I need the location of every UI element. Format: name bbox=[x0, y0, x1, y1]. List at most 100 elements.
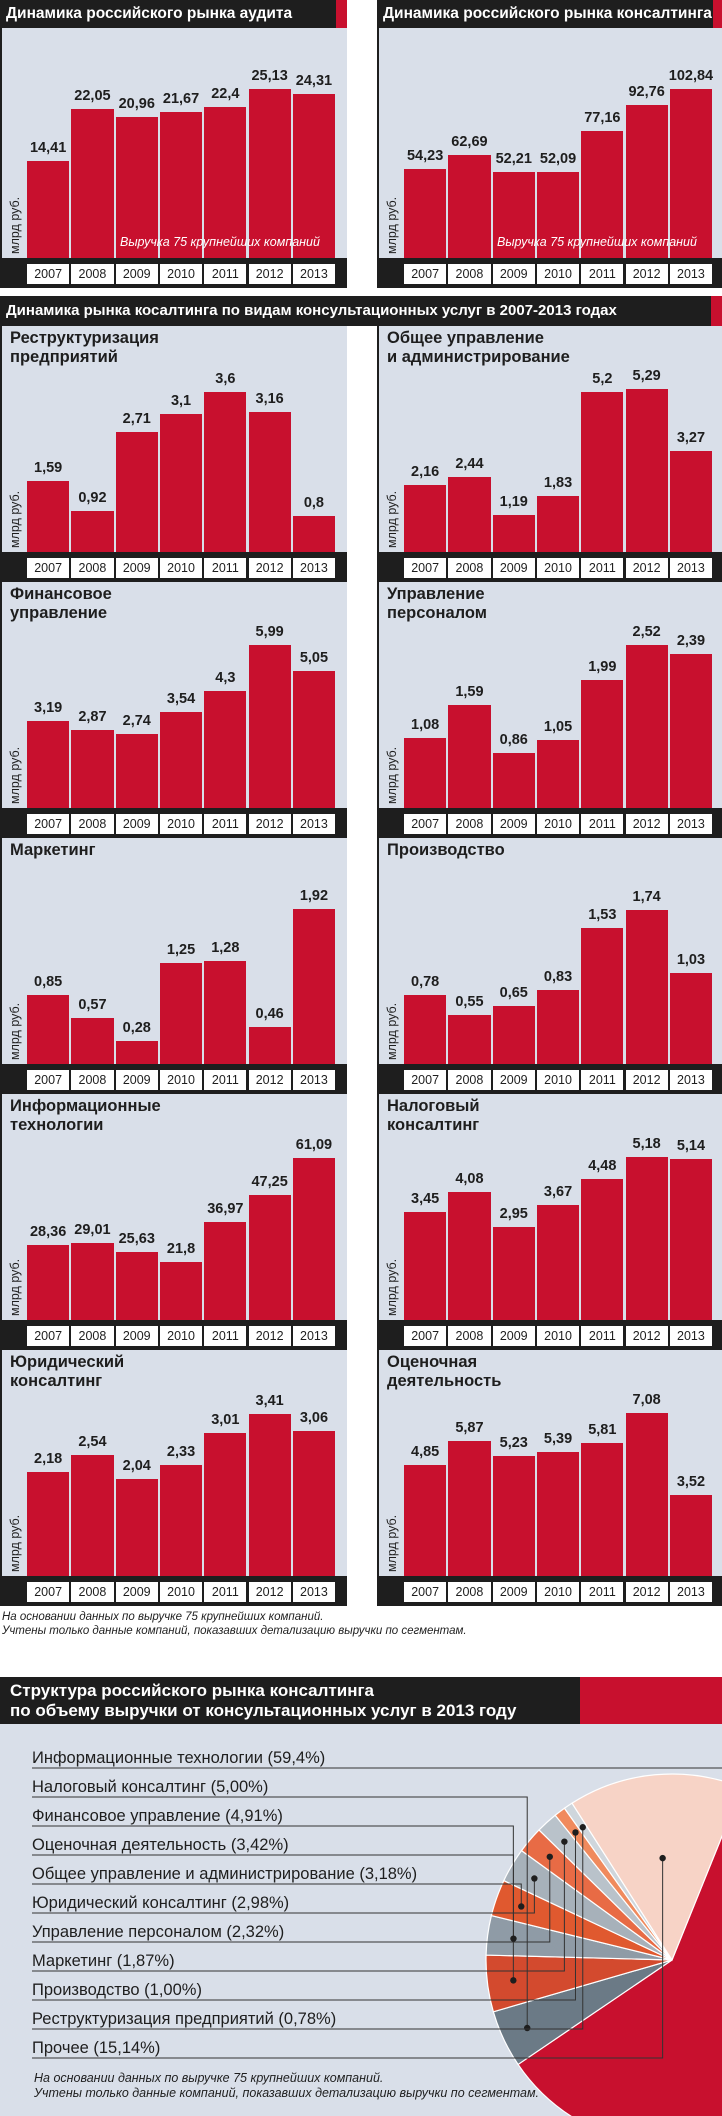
x-tick-2012: 2012 bbox=[248, 1326, 291, 1346]
legend-label-11: Прочее (15,14%) bbox=[32, 2039, 160, 2057]
value-label-2013: 102,84 bbox=[668, 67, 714, 84]
bar-2007 bbox=[404, 738, 447, 808]
bar-2009 bbox=[492, 1227, 535, 1320]
x-tick-2009: 2009 bbox=[492, 1070, 535, 1090]
x-tick-2010: 2010 bbox=[536, 1582, 580, 1602]
x-tick-2011: 2011 bbox=[581, 558, 624, 578]
value-label-2010: 52,09 bbox=[539, 151, 577, 168]
bar-2009 bbox=[115, 1479, 158, 1576]
legend-leader-6 bbox=[32, 1878, 535, 1914]
x-tick-2011: 2011 bbox=[204, 1070, 247, 1090]
x-tick-2007: 2007 bbox=[404, 814, 447, 834]
bar-2013 bbox=[292, 670, 336, 808]
x-tick-2011: 2011 bbox=[204, 1582, 247, 1602]
legend-dot-3 bbox=[510, 1977, 517, 1984]
bar-2008 bbox=[71, 1018, 114, 1064]
value-label-2013: 61,09 bbox=[295, 1137, 333, 1154]
x-tick-2012: 2012 bbox=[625, 1070, 668, 1090]
value-label-2013: 3,27 bbox=[676, 430, 706, 447]
bar-2011 bbox=[581, 1442, 624, 1576]
bar-2012 bbox=[248, 645, 291, 808]
footnote-line-2: Учтены только данные компаний, показавши… bbox=[2, 1625, 467, 1637]
chart-title-line: технологии bbox=[10, 1116, 104, 1134]
x-tick-2009: 2009 bbox=[492, 1582, 535, 1602]
bar-2012 bbox=[625, 909, 668, 1064]
x-tick-2007: 2007 bbox=[27, 1326, 70, 1346]
legend-dot-9 bbox=[572, 1829, 579, 1836]
bar-2008 bbox=[448, 476, 491, 552]
bar-2009 bbox=[492, 1006, 535, 1064]
value-label-2013: 2,39 bbox=[676, 632, 706, 649]
chart-title: Динамика российского рынка консалтинга bbox=[377, 0, 722, 28]
value-label-2007: 3,45 bbox=[411, 1190, 440, 1207]
bar-2010 bbox=[536, 990, 580, 1064]
bar-2011 bbox=[581, 391, 624, 552]
bar-2008 bbox=[71, 1243, 114, 1320]
value-label-2009: 2,74 bbox=[122, 712, 151, 729]
value-label-2011: 3,6 bbox=[215, 371, 236, 388]
legend-label-1: Информационные технологии (59,4%) bbox=[32, 1749, 325, 1767]
chart-title-line: деятельность bbox=[387, 1372, 502, 1390]
bar-2012 bbox=[248, 411, 291, 552]
value-label-2011: 5,2 bbox=[592, 370, 613, 387]
marketing-chart-panel: Маркетинг млрд руб. 0,85 2007 0,57 2008 0,28 20… bbox=[0, 838, 347, 1094]
value-label-2011: 3,01 bbox=[211, 1412, 240, 1429]
value-label-2008: 62,69 bbox=[451, 133, 488, 150]
value-label-2009: 1,19 bbox=[499, 494, 528, 511]
x-tick-2012: 2012 bbox=[625, 814, 668, 834]
x-tick-2008: 2008 bbox=[71, 1326, 114, 1346]
x-tick-2009: 2009 bbox=[115, 1326, 158, 1346]
bar-2012 bbox=[248, 1194, 291, 1320]
value-label-2013: 5,05 bbox=[299, 649, 329, 666]
y-axis-label: млрд руб. bbox=[8, 746, 22, 804]
legend-leader-10 bbox=[32, 1827, 584, 2030]
chart-title-line: Налоговый bbox=[387, 1097, 480, 1115]
bar-2009 bbox=[115, 431, 158, 552]
bar-2012 bbox=[625, 645, 668, 808]
x-tick-2012: 2012 bbox=[248, 264, 291, 284]
x-tick-2013: 2013 bbox=[292, 1326, 336, 1346]
value-label-2009: 52,21 bbox=[495, 150, 532, 167]
x-tick-2009: 2009 bbox=[115, 1070, 158, 1090]
value-label-2011: 5,81 bbox=[588, 1421, 617, 1438]
it-chart-panel: Информационные технологии млрд руб. 28,36 20… bbox=[0, 1094, 347, 1350]
value-label-2013: 24,31 bbox=[295, 73, 333, 90]
chart-title-line: консалтинг bbox=[10, 1372, 103, 1390]
bar-2012 bbox=[625, 1413, 668, 1576]
x-tick-2012: 2012 bbox=[248, 1070, 291, 1090]
value-label-2013: 0,8 bbox=[303, 495, 325, 512]
value-label-2010: 1,25 bbox=[166, 942, 196, 959]
bar-2012 bbox=[248, 88, 291, 258]
bar-2009 bbox=[492, 1455, 535, 1576]
legend-dot-2 bbox=[524, 2024, 531, 2032]
bar-2008 bbox=[448, 154, 491, 258]
bar-2009 bbox=[115, 116, 158, 258]
bar-2013 bbox=[669, 972, 713, 1064]
legend-leader-9 bbox=[32, 1832, 576, 2001]
legend-leader-11 bbox=[32, 1858, 664, 2059]
bar-2010 bbox=[159, 711, 203, 808]
x-tick-2009: 2009 bbox=[115, 814, 158, 834]
bar-2011 bbox=[204, 1221, 247, 1320]
value-label-2011: 4,3 bbox=[215, 670, 236, 687]
bar-2011 bbox=[581, 130, 624, 258]
chart-title-text: Динамика российского рынка аудита bbox=[6, 5, 293, 22]
value-label-2013: 3,52 bbox=[676, 1474, 706, 1491]
x-tick-2008: 2008 bbox=[448, 558, 491, 578]
value-label-2012: 25,13 bbox=[251, 67, 288, 84]
x-tick-2010: 2010 bbox=[536, 1326, 580, 1346]
chart-title-accent bbox=[713, 0, 722, 28]
x-tick-2008: 2008 bbox=[448, 814, 491, 834]
chart-title: Производство bbox=[387, 841, 505, 860]
legend-label-5: Общее управление и администрирование (3,… bbox=[32, 1865, 417, 1883]
bar-2008 bbox=[71, 1455, 114, 1576]
chart-title-line: Информационные bbox=[10, 1097, 161, 1115]
value-label-2010: 21,8 bbox=[166, 1241, 196, 1258]
chart-title: Оценочная деятельность bbox=[387, 1353, 501, 1391]
bar-2011 bbox=[204, 691, 247, 808]
bar-2007 bbox=[404, 994, 447, 1064]
value-label-2010: 21,67 bbox=[162, 90, 200, 107]
x-tick-2013: 2013 bbox=[292, 558, 336, 578]
x-tick-2008: 2008 bbox=[71, 264, 114, 284]
value-label-2009: 25,63 bbox=[118, 1231, 155, 1248]
